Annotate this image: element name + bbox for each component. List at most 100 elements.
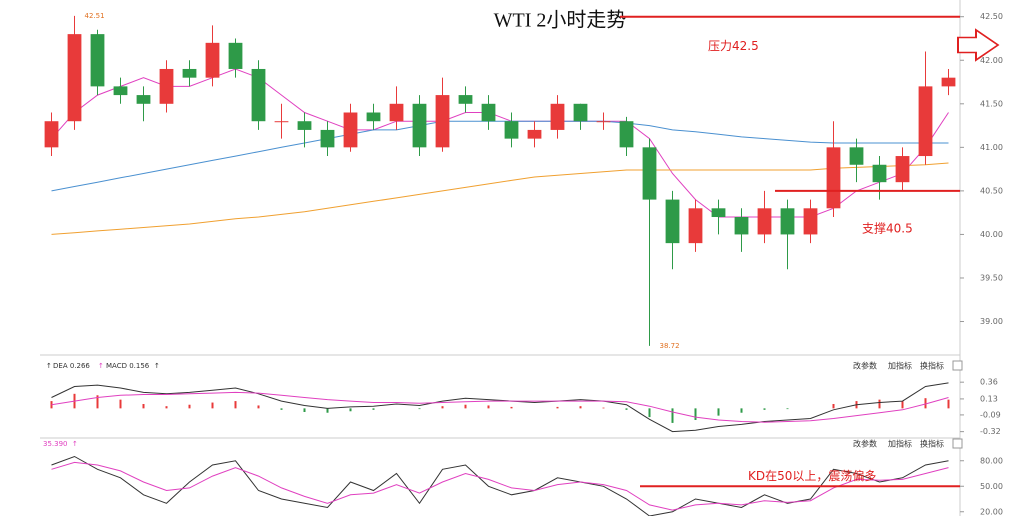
candle-body	[389, 103, 404, 122]
macd-bar	[763, 408, 766, 410]
reference-label: 压力42.5	[708, 39, 759, 53]
candle-body	[182, 68, 197, 78]
reference-label: KD在50以上，震荡偏多	[748, 468, 876, 483]
y-tick-label: 41.00	[980, 143, 1003, 152]
candle-body	[619, 121, 634, 148]
candle-body	[665, 199, 680, 244]
close-button[interactable]	[952, 438, 963, 449]
up-arrow: ↑	[46, 362, 52, 370]
macd-bar	[280, 408, 283, 410]
indicator-line	[51, 461, 949, 511]
chart-title: WTI 2小时走势	[494, 9, 627, 32]
candle-body	[918, 86, 933, 157]
candle-body	[780, 208, 795, 235]
candle-body	[688, 208, 703, 244]
macd-bar	[556, 406, 559, 409]
indicator-line	[51, 382, 949, 433]
indicator-line	[51, 120, 949, 192]
candle-body	[941, 77, 956, 87]
macd-bar	[694, 408, 697, 420]
y-tick-label: 39.00	[980, 317, 1003, 326]
indicator-line	[51, 68, 949, 218]
candle-body	[297, 121, 312, 130]
macd-bar	[602, 407, 605, 409]
macd-bar	[142, 404, 145, 409]
toolbar-button[interactable]: 加指标	[888, 361, 912, 371]
candle-body	[136, 95, 151, 104]
candle-body	[412, 103, 427, 148]
macd-bar	[257, 405, 260, 409]
candle-body	[251, 68, 266, 122]
indicator-label: 35.390	[43, 440, 68, 448]
candle-body	[642, 147, 657, 200]
candle-body	[573, 103, 588, 122]
macd-bar	[464, 404, 467, 409]
candle-body	[711, 208, 726, 218]
candle-body	[757, 208, 772, 235]
y-tick-label: 0.13	[980, 394, 998, 403]
kd-toolbar: 35.390 ↑ 改参数 加指标 换指标	[43, 438, 963, 449]
candle-body	[596, 121, 611, 123]
candle-body	[435, 95, 450, 148]
macd-bar	[326, 408, 329, 413]
candle-body	[320, 129, 335, 148]
candle-body	[803, 208, 818, 235]
macd-bar	[50, 401, 53, 409]
candle-body	[90, 34, 105, 87]
macd-bar	[119, 399, 122, 409]
macd-bar	[648, 408, 651, 418]
macd-bar	[740, 408, 743, 413]
toolbar-button[interactable]: 改参数	[853, 439, 877, 449]
indicator-line	[51, 162, 949, 235]
toolbar-button[interactable]: 改参数	[853, 361, 877, 371]
macd-bar	[349, 408, 352, 412]
candle-body	[734, 217, 749, 235]
y-tick-label: 40.50	[980, 186, 1003, 195]
candle-body	[550, 103, 565, 130]
extreme-label: 38.72	[660, 342, 680, 350]
y-tick-label: 0.36	[980, 378, 998, 387]
candle-body	[159, 68, 174, 104]
indicator-label: MACD 0.156	[106, 362, 150, 370]
close-button[interactable]	[952, 360, 963, 371]
macd-bar	[510, 406, 513, 409]
macd-bar	[188, 404, 191, 409]
macd-bar	[625, 408, 628, 410]
candle-body	[527, 129, 542, 139]
candle-body	[113, 86, 128, 96]
candle-body	[481, 103, 496, 122]
candle-body	[849, 147, 864, 165]
macd-bar	[786, 408, 789, 410]
candle-body	[343, 112, 358, 148]
candle-body	[826, 147, 841, 209]
y-tick-label: -0.09	[980, 410, 1001, 419]
macd-bar	[487, 405, 490, 409]
candle-body	[228, 42, 243, 69]
macd-bar	[832, 404, 835, 409]
macd-toolbar: ↑ DEA 0.266 ↑ MACD 0.156 ↑ 改参数 加指标 换指标	[46, 360, 963, 371]
toolbar-button[interactable]: 换指标	[920, 361, 944, 371]
y-tick-label: 50.00	[980, 482, 1003, 491]
macd-bar	[924, 398, 927, 409]
candle-body	[366, 112, 381, 122]
macd-bar	[878, 399, 881, 409]
macd-bar	[211, 402, 214, 409]
y-tick-label: 42.50	[980, 12, 1003, 21]
toolbar-button[interactable]: 换指标	[920, 439, 944, 449]
y-tick-label: -0.32	[980, 427, 1001, 436]
toolbar-button[interactable]: 加指标	[888, 439, 912, 449]
candle-body	[67, 34, 82, 122]
up-arrow: ↑	[72, 440, 78, 448]
candle-body	[504, 121, 519, 139]
reference-label: 支撑40.5	[862, 220, 913, 235]
up-arrow: ↑	[98, 362, 104, 370]
macd-bar	[579, 406, 582, 409]
macd-bar	[418, 408, 421, 410]
arrow-icon	[957, 28, 1000, 62]
y-tick-label: 42.00	[980, 56, 1003, 65]
candle-body	[274, 121, 289, 123]
up-arrow: ↑	[154, 362, 160, 370]
macd-bar	[671, 408, 674, 423]
macd-bar	[303, 408, 306, 412]
